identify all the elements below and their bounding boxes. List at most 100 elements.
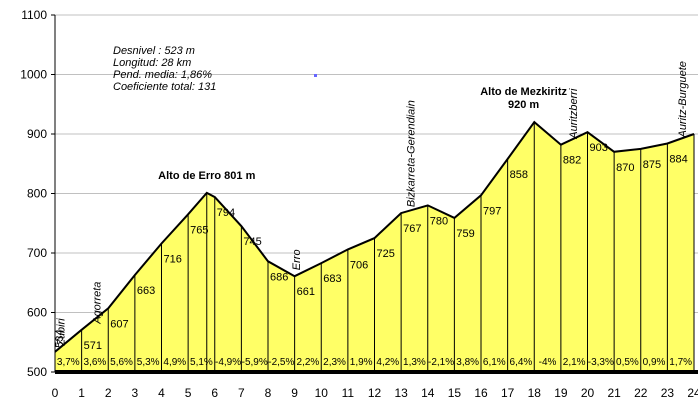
stats-line: Coeficiente total: 131 [113, 81, 216, 93]
point-label: 706 [350, 259, 368, 271]
point-label: 903 [590, 142, 608, 154]
x-tick-label: 14 [421, 386, 435, 400]
point-label: 571 [84, 340, 102, 352]
grade-label: -2,5% [268, 357, 294, 368]
x-axis-band [55, 370, 698, 374]
x-tick-label: 8 [265, 386, 272, 400]
profile-line [54, 120, 695, 353]
x-tick-label: 17 [501, 386, 515, 400]
x-tick-label: 20 [581, 386, 595, 400]
point-label: 794 [217, 207, 235, 219]
grade-label: -4% [539, 357, 557, 368]
x-tick-label: 9 [291, 386, 298, 400]
peak-label: Alto de Mezkiritz [480, 86, 567, 98]
x-tick-label: 1 [78, 386, 85, 400]
place-label: Zubiri [55, 318, 67, 347]
x-tick-label: 19 [554, 386, 568, 400]
y-tick-label: 600 [27, 306, 47, 320]
point-label: 780 [430, 215, 448, 227]
y-tick-label: 700 [27, 246, 47, 260]
x-tick-label: 18 [528, 386, 542, 400]
x-tick-label: 22 [634, 386, 648, 400]
grade-label: 5,6% [110, 357, 133, 368]
x-tick-label: 4 [158, 386, 165, 400]
grade-label: 2,3% [323, 357, 346, 368]
grade-label: 2,1% [563, 357, 586, 368]
y-tick-label: 800 [27, 187, 47, 201]
point-label: 875 [643, 159, 661, 171]
x-tick-label: 2 [105, 386, 112, 400]
grade-label: 1,3% [403, 357, 426, 368]
grade-label: -5,9% [242, 357, 268, 368]
x-tick-label: 23 [661, 386, 675, 400]
place-label: Auritzberri [568, 88, 580, 140]
point-label: 686 [270, 271, 288, 283]
profile-area [54, 120, 695, 372]
y-tick-label: 1000 [20, 68, 47, 82]
grade-label: 5,1% [190, 357, 213, 368]
point-labels: 534 571 607 663 716 765 794 745 686 661 683 706 725 7… [54, 142, 688, 352]
point-label: 607 [110, 318, 128, 330]
point-label: 663 [137, 285, 155, 297]
stats-line: Pend. media: 1,86% [113, 69, 212, 81]
point-label: 797 [483, 205, 501, 217]
grade-label: 1,7% [669, 357, 692, 368]
grade-label: 6,4% [510, 357, 533, 368]
point-label: 870 [616, 162, 634, 174]
point-label: 683 [323, 273, 341, 285]
y-tick-label: 900 [27, 127, 47, 141]
place-label: Erro [291, 249, 303, 270]
x-tick-label: 7 [238, 386, 245, 400]
grade-labels: 3,7% 3,6% 5,6% 5,3% 4,9% 5,1% -4,9% -5,9% -2,5% 2… [57, 357, 692, 368]
x-tick-label: 6 [211, 386, 218, 400]
x-tick-label: 3 [132, 386, 139, 400]
point-label: 858 [510, 169, 528, 181]
grade-label: 5,3% [137, 357, 160, 368]
x-tick-label: 16 [474, 386, 488, 400]
point-label: 884 [669, 154, 687, 166]
x-tick-label: 21 [607, 386, 621, 400]
point-label: 882 [563, 155, 581, 167]
point-label: 767 [403, 223, 421, 235]
point-label: 725 [377, 248, 395, 260]
x-tick-label: 24 [687, 386, 698, 400]
point-label: 716 [164, 253, 182, 265]
grade-label: -2,1% [428, 357, 454, 368]
x-axis-ticks: 0 1 2 3 4 5 6 7 8 9 10 11 12 13 14 15 16 17 18 19 20 21 22 23 24 [52, 386, 698, 400]
y-tick-label: 1100 [21, 8, 47, 22]
x-tick-label: 0 [52, 386, 59, 400]
grade-label: 4,9% [163, 357, 186, 368]
stats-line: Desnivel : 523 m [113, 45, 195, 57]
x-tick-label: 13 [394, 386, 408, 400]
grade-label: 0,9% [643, 357, 666, 368]
y-tick-label: 500 [27, 365, 47, 379]
x-tick-label: 5 [185, 386, 192, 400]
x-tick-label: 15 [448, 386, 462, 400]
point-label: 661 [297, 286, 315, 298]
grade-label: 3,8% [456, 357, 479, 368]
grade-label: 4,2% [376, 357, 399, 368]
grade-label: 0,5% [616, 357, 639, 368]
point-label: 534 [54, 329, 66, 347]
stats-line: Longitud: 28 km [113, 57, 191, 69]
place-label: Agorreta [91, 282, 103, 325]
grade-label: -3,3% [588, 357, 614, 368]
x-tick-label: 11 [342, 386, 355, 400]
peak-label: 920 m [508, 99, 539, 111]
point-label: 765 [190, 224, 208, 236]
point-label: 745 [243, 236, 261, 248]
grade-label: 2,2% [297, 357, 320, 368]
stray-marker [314, 74, 317, 77]
grade-label: 3,7% [57, 357, 80, 368]
place-label: Bizkarreta-Gerendiain [405, 100, 417, 207]
grade-label: -4,9% [215, 357, 241, 368]
place-label: Auritz-Burguete [677, 61, 689, 138]
grade-label: 1,9% [350, 357, 373, 368]
y-axis-ticks: 500 600 700 800 900 1000 1100 [20, 8, 55, 379]
x-tick-label: 10 [315, 386, 329, 400]
grade-label: 3,6% [84, 357, 107, 368]
